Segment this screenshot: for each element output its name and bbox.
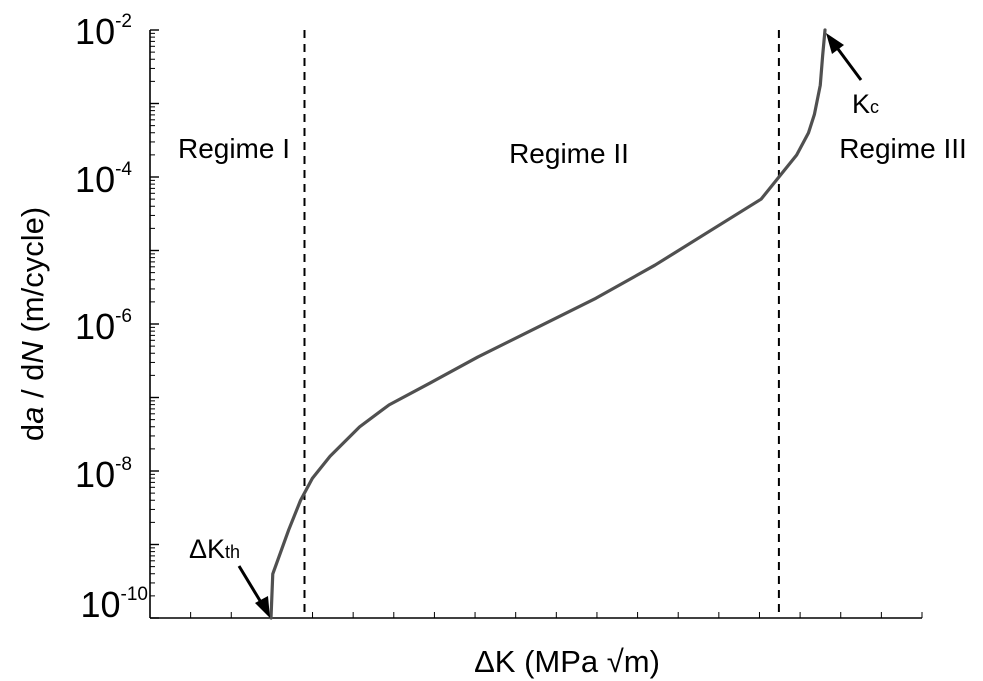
y-tick-label: 10-4 (75, 159, 132, 200)
crack-growth-curve (269, 28, 827, 620)
y-tick-label: 10-6 (75, 306, 132, 347)
y-tick-label: 10-2 (75, 11, 132, 52)
critical-label: Kc (852, 89, 879, 119)
y-tick-label: 10-8 (75, 454, 132, 495)
threshold-annotation: ΔKth (189, 534, 270, 618)
x-axis-ticks (149, 612, 923, 618)
threshold-arrow-head (255, 596, 270, 618)
y-tick-labels: 10-2 10-4 10-6 10-8 10-10 (75, 11, 148, 625)
x-axis-title: ΔK (MPa √m) (474, 644, 660, 679)
regime-2-label: Regime II (509, 138, 629, 169)
y-axis-ticks (150, 29, 159, 619)
regime-3-label: Regime III (839, 133, 967, 164)
critical-annotation: Kc (826, 33, 879, 119)
threshold-label: ΔKth (189, 534, 240, 564)
threshold-arrow-shaft (237, 565, 264, 605)
y-tick-label: 10-10 (80, 584, 148, 625)
critical-arrow-head (826, 33, 844, 54)
regime-1-label: Regime I (178, 133, 290, 164)
y-axis-title: da / dN (m/cycle) (15, 207, 50, 441)
critical-arrow-shaft (836, 48, 863, 81)
